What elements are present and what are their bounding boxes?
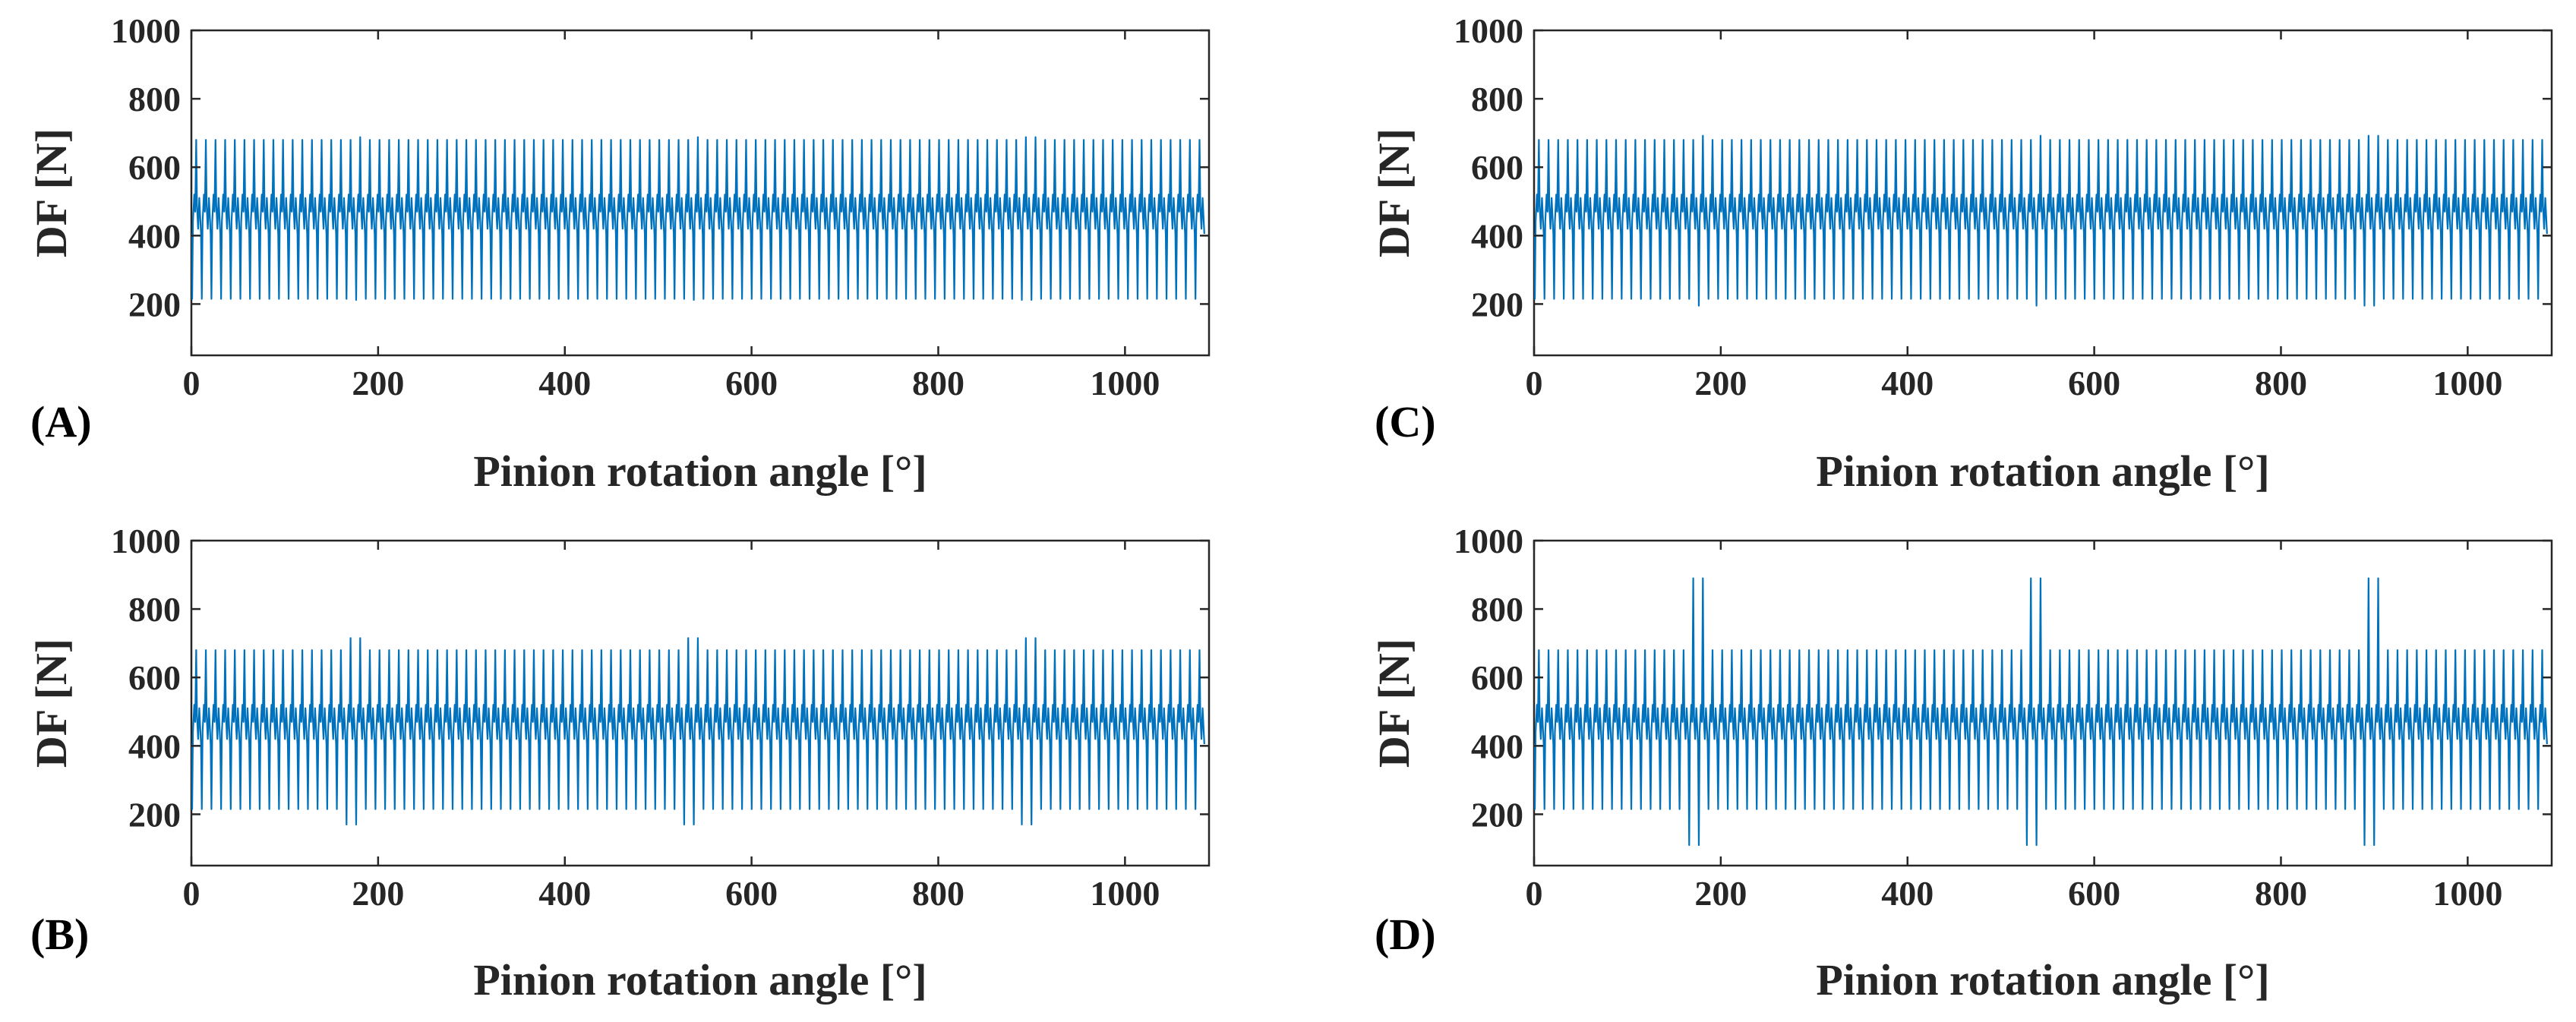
x-tick-label: 400 <box>1881 874 1934 913</box>
x-tick-label: 800 <box>2255 874 2307 913</box>
x-tick-label: 1000 <box>2432 364 2502 402</box>
x-axis-label: Pinion rotation angle [°] <box>473 446 927 496</box>
x-tick-label: 0 <box>183 364 200 402</box>
y-tick-label: 200 <box>128 795 181 834</box>
x-tick-label: 400 <box>1881 364 1934 402</box>
x-axis-label: Pinion rotation angle [°] <box>1816 446 2269 496</box>
y-tick-label: 1000 <box>1454 522 1523 560</box>
axes-box <box>190 29 1211 357</box>
y-tick-label: 400 <box>1471 727 1523 765</box>
y-tick-label: 800 <box>1471 80 1523 118</box>
x-tick-label: 400 <box>538 364 591 402</box>
x-tick-label: 800 <box>912 364 964 402</box>
df-series-line <box>1534 577 2548 847</box>
axes-box <box>1533 29 2553 357</box>
y-tick-label: 800 <box>128 590 181 629</box>
x-axis-label: Pinion rotation angle [°] <box>473 955 927 1005</box>
x-tick-label: 1000 <box>2432 874 2502 913</box>
y-axis-label: DF [N] <box>27 639 76 768</box>
x-tick-label: 200 <box>1694 874 1747 913</box>
x-tick-label: 200 <box>1694 364 1747 402</box>
x-tick-label: 1000 <box>1090 364 1160 402</box>
y-tick-label: 1000 <box>111 522 181 560</box>
x-tick-label: 800 <box>912 874 964 913</box>
x-tick-label: 0 <box>1526 364 1543 402</box>
x-tick-label: 600 <box>725 364 778 402</box>
panel-label: (A) <box>30 397 92 446</box>
panel-label: (B) <box>30 910 89 959</box>
x-tick-label: 200 <box>352 364 404 402</box>
y-tick-label: 400 <box>128 216 181 255</box>
x-tick-label: 600 <box>2068 364 2120 402</box>
y-axis-label: DF [N] <box>1369 639 1419 768</box>
y-tick-label: 800 <box>128 80 181 118</box>
x-tick-label: 200 <box>352 874 404 913</box>
panel-d: 0 200 400 600 800 1000 200 400 600 800 1000 DF [N] P… <box>1369 522 2553 1005</box>
x-tick-label: 800 <box>2255 364 2307 402</box>
y-tick-label: 200 <box>1471 285 1523 323</box>
df-series-line <box>191 136 1205 301</box>
y-tick-label: 600 <box>1471 658 1523 697</box>
panel-c: 0 200 400 600 800 1000 200 400 600 800 1000 DF [N] P… <box>1369 11 2553 496</box>
panel-b: 0 200 400 600 800 1000 200 400 600 800 1000 DF [N] P… <box>27 522 1211 1005</box>
panel-label: (C) <box>1375 397 1436 446</box>
y-tick-label: 800 <box>1471 590 1523 629</box>
axes-box <box>190 539 1211 867</box>
x-tick-label: 0 <box>183 874 200 913</box>
x-tick-label: 0 <box>1526 874 1543 913</box>
y-tick-label: 600 <box>128 148 181 187</box>
df-series-line <box>191 637 1205 826</box>
x-axis-label: Pinion rotation angle [°] <box>1816 955 2269 1005</box>
axes-box <box>1533 539 2553 867</box>
y-tick-label: 400 <box>128 727 181 765</box>
panel-a: 0 200 400 600 800 1000 200 400 600 800 1000 DF [N] P… <box>27 11 1211 496</box>
y-tick-label: 600 <box>1471 148 1523 187</box>
y-tick-label: 200 <box>128 285 181 323</box>
x-tick-label: 400 <box>538 874 591 913</box>
y-tick-label: 200 <box>1471 795 1523 834</box>
df-series-line <box>1534 134 2548 307</box>
y-tick-label: 600 <box>128 658 181 697</box>
y-tick-label: 400 <box>1471 216 1523 255</box>
y-tick-label: 1000 <box>1454 11 1523 50</box>
panel-label: (D) <box>1375 910 1436 959</box>
y-axis-label: DF [N] <box>27 128 76 257</box>
x-tick-label: 600 <box>725 874 778 913</box>
y-axis-label: DF [N] <box>1369 128 1419 257</box>
x-tick-label: 1000 <box>1090 874 1160 913</box>
y-tick-label: 1000 <box>111 11 181 50</box>
x-tick-label: 600 <box>2068 874 2120 913</box>
